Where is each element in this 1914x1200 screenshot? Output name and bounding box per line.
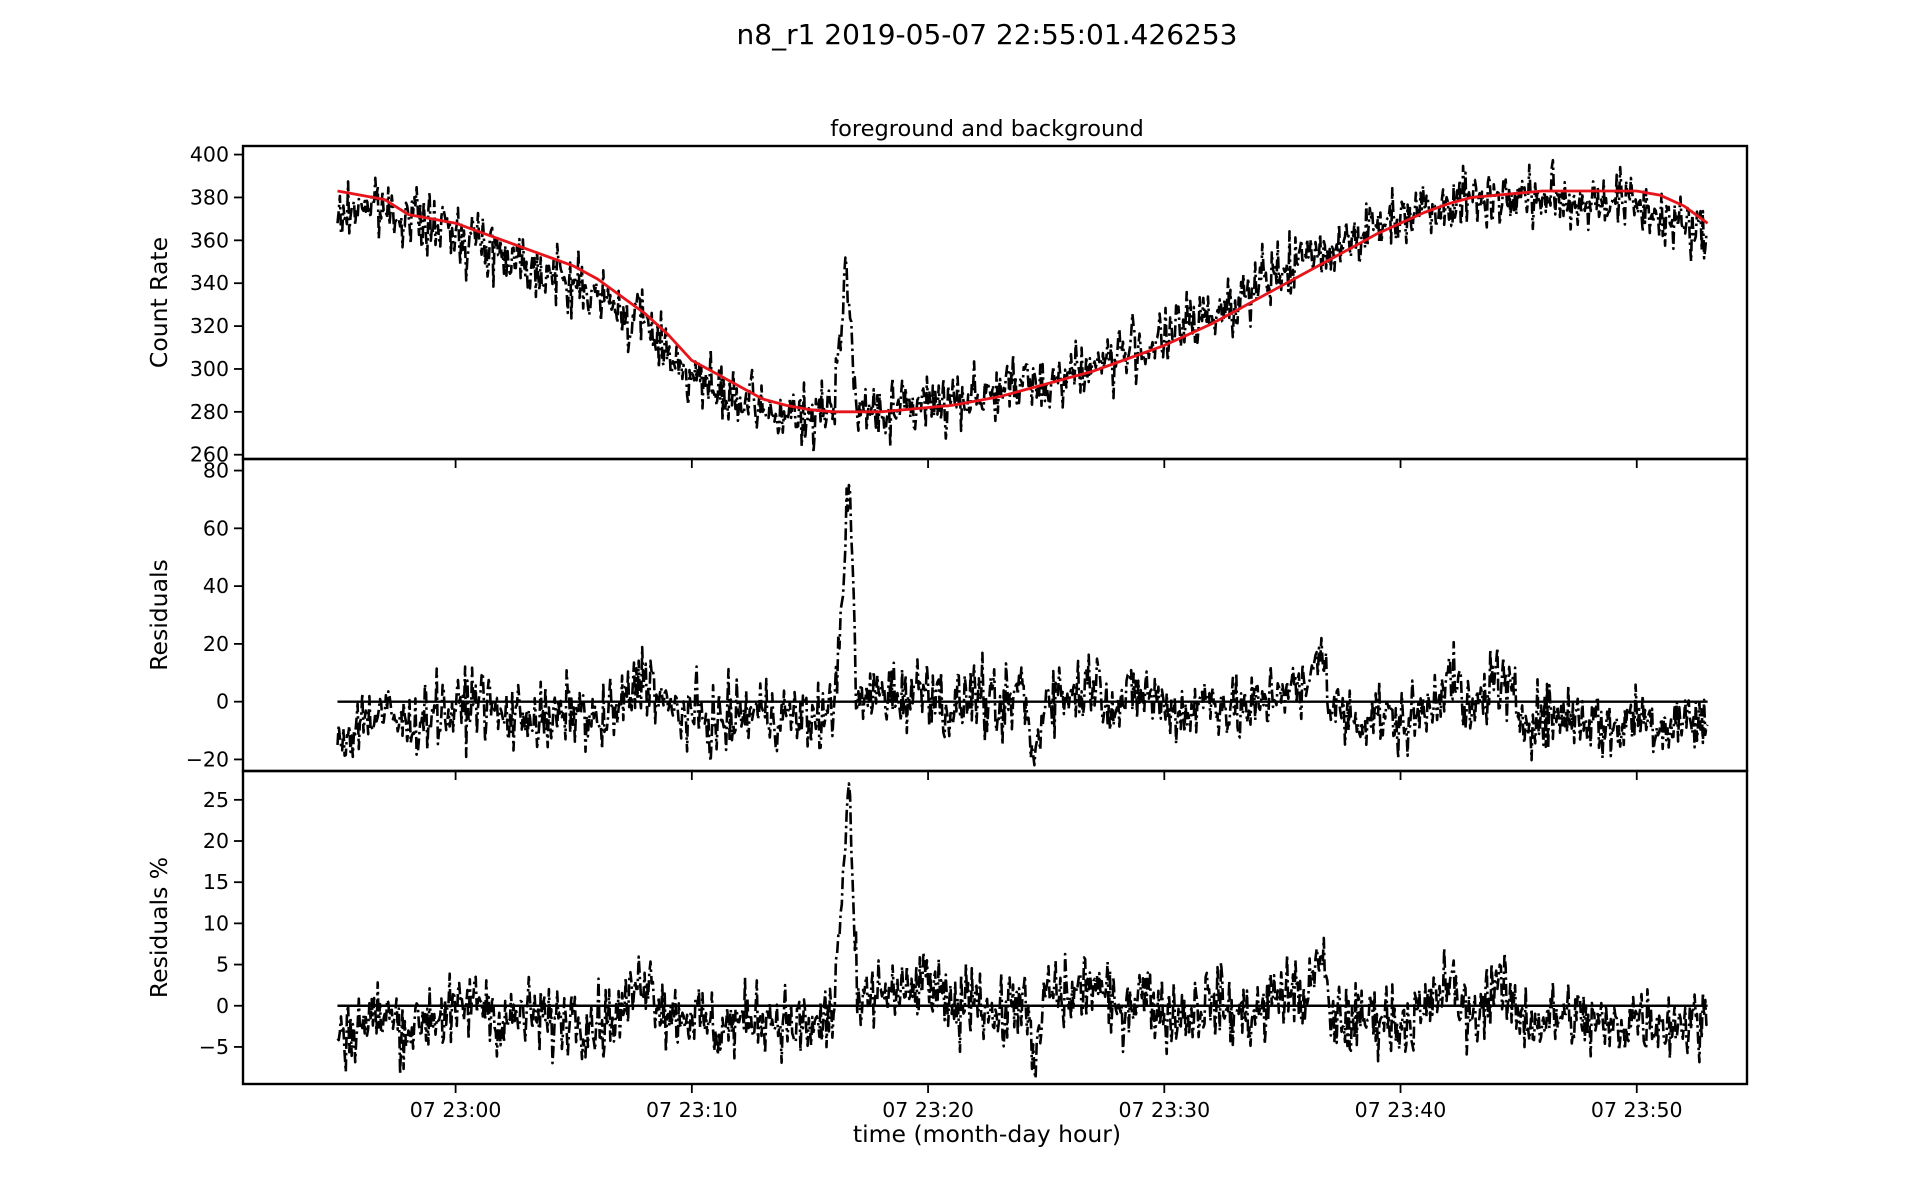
x-tick-label: 07 23:40: [1355, 1098, 1447, 1122]
y-tick-label: 0: [216, 994, 229, 1018]
y-tick-label: 280: [190, 400, 229, 424]
y-tick-label: 400: [190, 143, 229, 167]
y-tick-label: 20: [203, 829, 229, 853]
x-tick-label: 07 23:20: [882, 1098, 974, 1122]
observed-count-rate-line: [336, 158, 1709, 454]
subplot-2: −20 0 20 40 60 80 Residuals: [145, 457, 1749, 780]
y-tick-label: 10: [203, 911, 229, 935]
y-axis-label: Count Rate: [145, 237, 173, 368]
figure-title: n8_r1 2019-05-07 22:55:01.426253: [737, 18, 1238, 51]
y-axis-label: Residuals: [145, 559, 173, 671]
y-tick-label: 380: [190, 185, 229, 209]
y-tick-label: 0: [216, 690, 229, 714]
y-tick-label: 20: [203, 632, 229, 656]
y-tick-label: 25: [203, 788, 229, 812]
residuals-line: [336, 483, 1709, 767]
y-tick-label: −5: [199, 1035, 229, 1059]
plot-area: [336, 782, 1709, 1080]
background-model-line: [337, 189, 1709, 414]
y-tick-label: 300: [190, 357, 229, 381]
y-tick-label: 320: [190, 314, 229, 338]
y-tick-label: 260: [190, 443, 229, 467]
plot-area: [336, 483, 1709, 767]
y-tick-label: 40: [203, 574, 229, 598]
y-tick-label: 15: [203, 870, 229, 894]
y-tick-label: 5: [216, 953, 229, 977]
y-tick-label: 80: [203, 459, 229, 483]
y-tick-label: 60: [203, 516, 229, 540]
x-tick-label: 07 23:00: [410, 1098, 502, 1122]
subplot-3: −5 0 5 10 15 20 25 Residuals % 07 23:00 07 23:10 0…: [145, 769, 1749, 1122]
y-axis-label: Residuals %: [145, 857, 173, 998]
plot-area: [336, 158, 1709, 454]
x-tick-label: 07 23:10: [646, 1098, 738, 1122]
panel-1-title: foreground and background: [830, 116, 1144, 142]
y-tick-label: 360: [190, 228, 229, 252]
x-tick-label: 07 23:30: [1118, 1098, 1210, 1122]
x-tick-label: 07 23:50: [1591, 1098, 1683, 1122]
x-axis-label: time (month-day hour): [853, 1120, 1121, 1148]
y-tick-label: −20: [186, 747, 229, 771]
residuals-percent-line: [336, 782, 1709, 1080]
axes-frame: [241, 769, 1749, 1086]
subplot-1: 260 280 300 320 340 360 380 400 Count Rate: [145, 143, 1749, 468]
y-tick-label: 340: [190, 271, 229, 295]
